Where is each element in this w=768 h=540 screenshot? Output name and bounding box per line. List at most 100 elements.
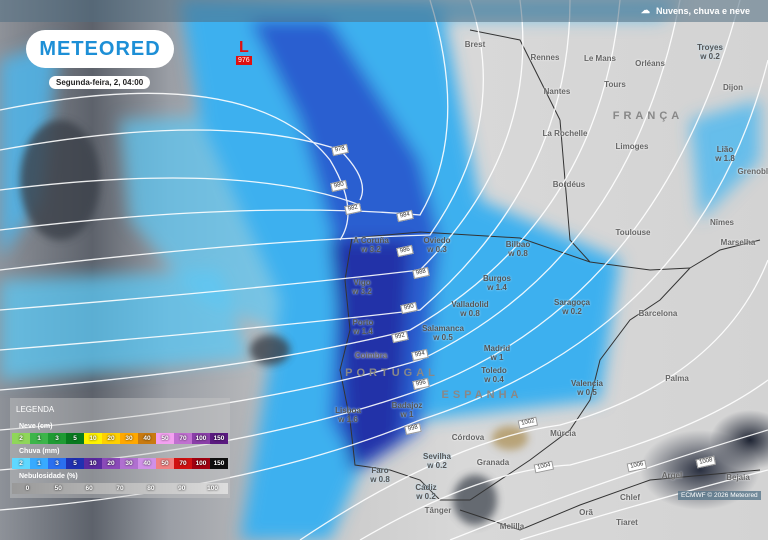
city-label[interactable]: Faro w 0.8 bbox=[370, 466, 390, 484]
rain-scale: 2 1 3 5 10 20 30 40 50 70 100 150 bbox=[12, 458, 228, 469]
city-precip-value: w 0.2 bbox=[427, 461, 447, 470]
snow-scale-step: 40 bbox=[138, 433, 156, 444]
city-label[interactable]: Salamanca w 0.5 bbox=[422, 324, 464, 342]
city-label[interactable]: Porto w 1.4 bbox=[353, 318, 374, 336]
city-name: Bejaia bbox=[726, 473, 750, 482]
city-label[interactable]: Cádiz w 0.2 bbox=[415, 483, 436, 501]
city-label[interactable]: Toulouse bbox=[616, 228, 651, 237]
forecast-datetime: Segunda-feira, 2, 04:00 bbox=[49, 76, 151, 89]
meteored-logo[interactable]: METEORED bbox=[26, 30, 174, 68]
city-label[interactable]: Argel bbox=[662, 471, 682, 480]
city-label[interactable]: Burgos w 1.4 bbox=[483, 274, 511, 292]
city-label[interactable]: Vigo w 3.2 bbox=[352, 278, 372, 296]
city-label[interactable]: Madrid w 1 bbox=[484, 344, 510, 362]
city-name: Marselha bbox=[720, 238, 756, 247]
city-label[interactable]: Bilbao w 0.8 bbox=[506, 240, 530, 258]
snow-scale-step: 2 bbox=[12, 433, 30, 444]
city-label[interactable]: Rennes bbox=[531, 53, 560, 62]
snow-scale-step: 1 bbox=[30, 433, 48, 444]
city-name: Badajoz bbox=[391, 401, 423, 410]
snow-scale-label: Neve (cm) bbox=[19, 423, 53, 430]
city-label[interactable]: Melilla bbox=[500, 522, 524, 531]
city-label[interactable]: Le Mans bbox=[584, 54, 616, 63]
city-label[interactable]: Bejaia bbox=[726, 473, 750, 482]
city-label[interactable]: Nîmes bbox=[710, 218, 734, 227]
city-name: Faro bbox=[371, 466, 389, 475]
city-label[interactable]: Bordéus bbox=[553, 180, 585, 189]
city-precip-value: w 1.8 bbox=[715, 154, 735, 163]
city-precip-value: w 0.3 bbox=[427, 245, 447, 254]
city-label[interactable]: Nantes bbox=[544, 87, 571, 96]
city-label[interactable]: Toledo w 0.4 bbox=[481, 366, 507, 384]
city-label[interactable]: Orléans bbox=[635, 59, 665, 68]
city-name: Tours bbox=[604, 80, 626, 89]
city-label[interactable]: Lisboa w 1.6 bbox=[335, 406, 361, 424]
city-name: Limoges bbox=[615, 142, 649, 151]
city-label[interactable]: Tiaret bbox=[616, 518, 638, 527]
city-precip-value: w 0.8 bbox=[370, 475, 390, 484]
clouds-scale-step: 60 bbox=[85, 485, 93, 492]
city-name: Valladolid bbox=[451, 300, 489, 309]
city-label[interactable]: Troyes w 0.2 bbox=[697, 43, 723, 61]
city-label[interactable]: Sevilha w 0.2 bbox=[423, 452, 451, 470]
city-label[interactable]: Barcelona bbox=[639, 309, 678, 318]
city-name: Melilla bbox=[499, 522, 525, 531]
snow-scale-step: 30 bbox=[120, 433, 138, 444]
city-label[interactable]: Múrcia bbox=[550, 429, 576, 438]
city-name: Orléans bbox=[635, 59, 665, 68]
city-label[interactable]: Orã bbox=[579, 508, 593, 517]
city-precip-value: w 0.2 bbox=[562, 307, 582, 316]
city-label[interactable]: Tours bbox=[604, 80, 626, 89]
city-precip-value: w 1.4 bbox=[353, 327, 373, 336]
snow-scale-step: 5 bbox=[66, 433, 84, 444]
layer-title[interactable]: ☁ Nuvens, chuva e neve bbox=[640, 5, 750, 16]
city-label[interactable]: Córdova bbox=[452, 433, 484, 442]
city-label[interactable]: Limoges bbox=[616, 142, 649, 151]
city-label[interactable]: Dijon bbox=[723, 83, 743, 92]
city-name: Lião bbox=[716, 145, 734, 154]
city-label[interactable]: Badajoz w 1 bbox=[392, 401, 423, 419]
city-label[interactable]: Valladolid w 0.8 bbox=[451, 300, 488, 318]
city-precip-value: w 0.5 bbox=[577, 388, 597, 397]
country-label: FRANÇA bbox=[612, 110, 684, 122]
city-label[interactable]: Valencia w 0.5 bbox=[571, 379, 603, 397]
city-precip-value: w 0.5 bbox=[433, 333, 453, 342]
city-label[interactable]: Grenoble bbox=[737, 167, 768, 176]
city-label[interactable]: Coimbra bbox=[355, 351, 387, 360]
city-label[interactable]: Tânger bbox=[425, 506, 452, 515]
cloud-rain-snow-icon: ☁ bbox=[640, 5, 650, 15]
city-label[interactable]: Lião w 1.8 bbox=[715, 145, 735, 163]
snow-scale-step: 50 bbox=[156, 433, 174, 444]
city-label[interactable]: Marselha bbox=[721, 238, 756, 247]
city-name: Madrid bbox=[483, 344, 511, 353]
snow-scale-step: 150 bbox=[210, 433, 228, 444]
clouds-scale-step: 90 bbox=[178, 485, 186, 492]
city-precip-value: w 3.2 bbox=[352, 287, 372, 296]
city-label[interactable]: La Rochelle bbox=[543, 129, 588, 138]
city-name: Lisboa bbox=[335, 406, 361, 415]
city-label[interactable]: Granada bbox=[477, 458, 509, 467]
city-label[interactable]: Brest bbox=[465, 40, 485, 49]
city-precip-value: w 1 bbox=[400, 410, 414, 419]
city-name: A Coruña bbox=[353, 236, 389, 245]
city-name: Múrcia bbox=[550, 429, 576, 438]
clouds-scale-step: 0 bbox=[25, 485, 30, 492]
city-name: Le Mans bbox=[583, 54, 617, 63]
rain-scale-step: 3 bbox=[48, 458, 66, 469]
city-precip-value: w 1.4 bbox=[487, 283, 507, 292]
city-name: Oviedo bbox=[423, 236, 451, 245]
city-label[interactable]: Chlef bbox=[620, 493, 640, 502]
city-name: Troyes bbox=[697, 43, 723, 52]
city-name: Toledo bbox=[481, 366, 507, 375]
city-name: Sevilha bbox=[422, 452, 452, 461]
city-name: Córdova bbox=[451, 433, 485, 442]
city-label[interactable]: A Coruña w 3.2 bbox=[353, 236, 389, 254]
city-label[interactable]: Saragoça w 0.2 bbox=[554, 298, 590, 316]
cloud-scale-label: Nebulosidade (%) bbox=[19, 473, 78, 480]
city-label[interactable]: Oviedo w 0.3 bbox=[423, 236, 450, 254]
city-label[interactable]: Palma bbox=[665, 374, 689, 383]
top-bar: ☁ Nuvens, chuva e neve bbox=[0, 0, 768, 22]
city-name: Barcelona bbox=[638, 309, 678, 318]
snow-scale: 2 1 3 5 10 20 30 40 50 70 100 150 bbox=[12, 433, 228, 444]
